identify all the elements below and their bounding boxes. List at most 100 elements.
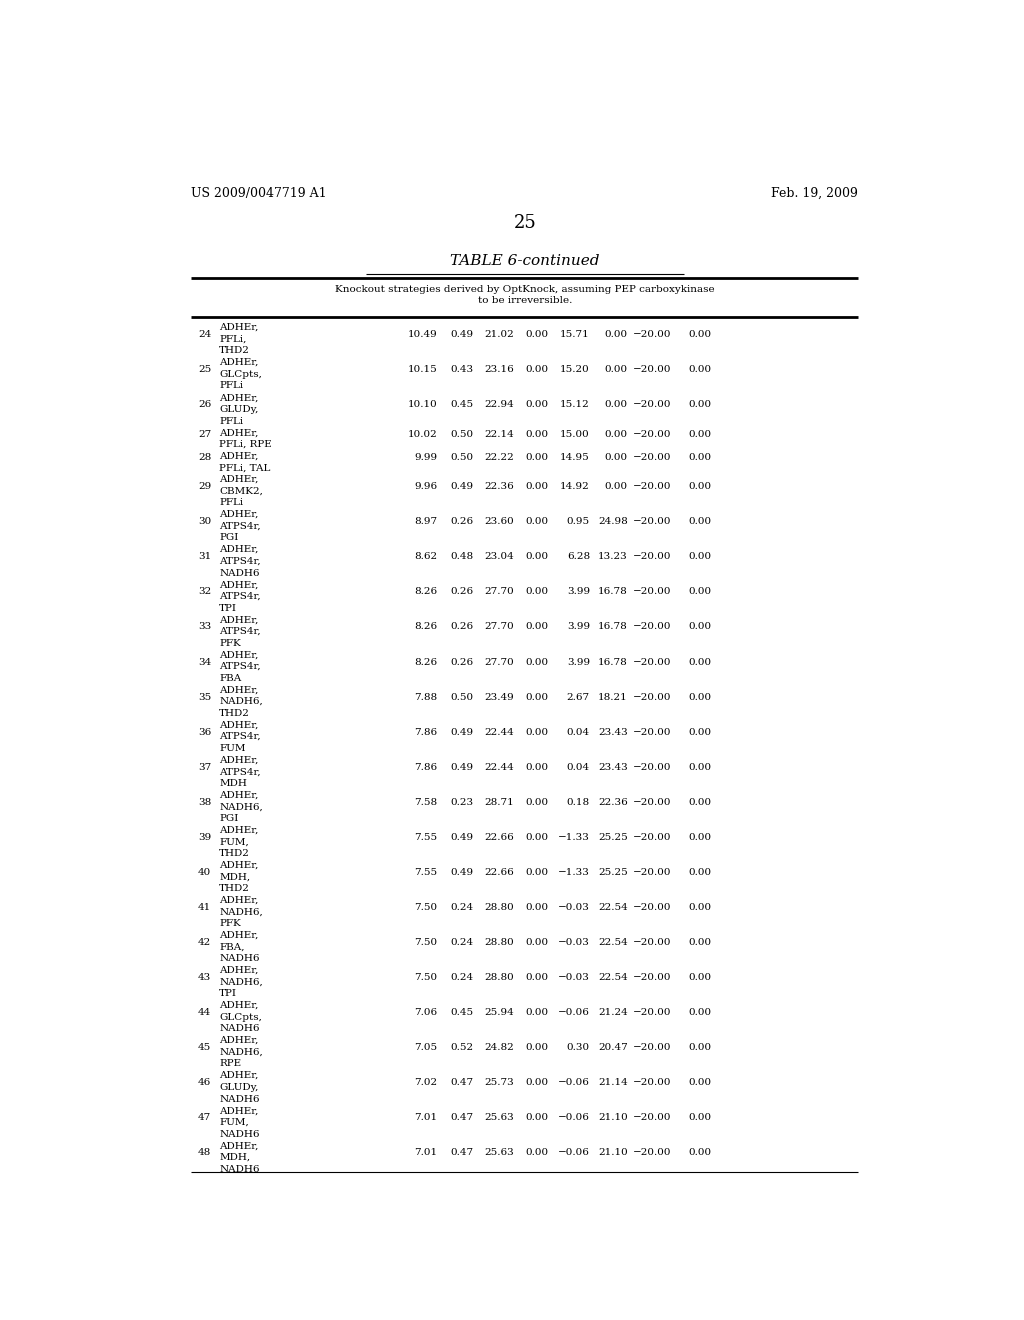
Text: 21.14: 21.14	[598, 1078, 628, 1088]
Text: 25.63: 25.63	[484, 1148, 514, 1158]
Text: ADHEr,: ADHEr,	[219, 861, 259, 870]
Text: ADHEr,: ADHEr,	[219, 451, 259, 461]
Text: 0.00: 0.00	[688, 833, 712, 842]
Text: 14.95: 14.95	[560, 453, 590, 462]
Text: 36: 36	[198, 727, 211, 737]
Text: −20.00: −20.00	[633, 1148, 672, 1158]
Text: 0.00: 0.00	[688, 727, 712, 737]
Text: 0.49: 0.49	[451, 330, 473, 339]
Text: PFLi: PFLi	[219, 499, 244, 507]
Text: 37: 37	[198, 763, 211, 772]
Text: ADHEr,: ADHEr,	[219, 323, 259, 333]
Text: 3.99: 3.99	[566, 657, 590, 667]
Text: −20.00: −20.00	[633, 366, 672, 375]
Text: 0.00: 0.00	[688, 1078, 712, 1088]
Text: 45: 45	[198, 1043, 211, 1052]
Text: 0.00: 0.00	[688, 693, 712, 702]
Text: 24: 24	[198, 330, 211, 339]
Text: 32: 32	[198, 587, 211, 597]
Text: TABLE 6-continued: TABLE 6-continued	[451, 253, 599, 268]
Text: ADHEr,: ADHEr,	[219, 428, 259, 437]
Text: −0.06: −0.06	[558, 1008, 590, 1018]
Text: 0.00: 0.00	[525, 973, 549, 982]
Text: 27.70: 27.70	[484, 587, 514, 597]
Text: 0.00: 0.00	[688, 1008, 712, 1018]
Text: 7.88: 7.88	[415, 693, 437, 702]
Text: ADHEr,: ADHEr,	[219, 755, 259, 764]
Text: 0.00: 0.00	[525, 400, 549, 409]
Text: 8.26: 8.26	[415, 657, 437, 667]
Text: 25.25: 25.25	[598, 869, 628, 876]
Text: PFLi: PFLi	[219, 417, 244, 425]
Text: FUM: FUM	[219, 744, 246, 752]
Text: −20.00: −20.00	[633, 763, 672, 772]
Text: 10.02: 10.02	[408, 429, 437, 438]
Text: PFLi: PFLi	[219, 381, 244, 391]
Text: 0.00: 0.00	[688, 1043, 712, 1052]
Text: 7.86: 7.86	[415, 763, 437, 772]
Text: 0.24: 0.24	[451, 939, 473, 946]
Text: −20.00: −20.00	[633, 693, 672, 702]
Text: 0.26: 0.26	[451, 623, 473, 631]
Text: 0.00: 0.00	[525, 939, 549, 946]
Text: FBA,: FBA,	[219, 942, 245, 952]
Text: 0.00: 0.00	[688, 587, 712, 597]
Text: ADHEr,: ADHEr,	[219, 1071, 259, 1080]
Text: 14.92: 14.92	[560, 482, 590, 491]
Text: 0.49: 0.49	[451, 727, 473, 737]
Text: −20.00: −20.00	[633, 482, 672, 491]
Text: 0.00: 0.00	[525, 657, 549, 667]
Text: ADHEr,: ADHEr,	[219, 685, 259, 694]
Text: 22.54: 22.54	[598, 939, 628, 946]
Text: MDH,: MDH,	[219, 873, 251, 882]
Text: 0.00: 0.00	[525, 330, 549, 339]
Text: 0.50: 0.50	[451, 429, 473, 438]
Text: 0.24: 0.24	[451, 973, 473, 982]
Text: 24.82: 24.82	[484, 1043, 514, 1052]
Text: −1.33: −1.33	[558, 869, 590, 876]
Text: 39: 39	[198, 833, 211, 842]
Text: 0.49: 0.49	[451, 833, 473, 842]
Text: 30: 30	[198, 517, 211, 527]
Text: ATPS4r,: ATPS4r,	[219, 733, 261, 741]
Text: 0.00: 0.00	[525, 1148, 549, 1158]
Text: NADH6,: NADH6,	[219, 907, 263, 916]
Text: −20.00: −20.00	[633, 1008, 672, 1018]
Text: ATPS4r,: ATPS4r,	[219, 767, 261, 776]
Text: 28.80: 28.80	[484, 939, 514, 946]
Text: −20.00: −20.00	[633, 657, 672, 667]
Text: 0.00: 0.00	[525, 1078, 549, 1088]
Text: 25.73: 25.73	[484, 1078, 514, 1088]
Text: THD2: THD2	[219, 884, 250, 894]
Text: 26: 26	[198, 400, 211, 409]
Text: 23.16: 23.16	[484, 366, 514, 375]
Text: 7.01: 7.01	[415, 1148, 437, 1158]
Text: 10.49: 10.49	[408, 330, 437, 339]
Text: 7.58: 7.58	[415, 797, 437, 807]
Text: 0.00: 0.00	[525, 1113, 549, 1122]
Text: 47: 47	[198, 1113, 211, 1122]
Text: ADHEr,: ADHEr,	[219, 358, 259, 367]
Text: PFK: PFK	[219, 639, 241, 648]
Text: GLUDy,: GLUDy,	[219, 405, 259, 414]
Text: 8.62: 8.62	[415, 552, 437, 561]
Text: GLUDy,: GLUDy,	[219, 1082, 259, 1092]
Text: 34: 34	[198, 657, 211, 667]
Text: 0.00: 0.00	[605, 330, 628, 339]
Text: 28: 28	[198, 453, 211, 462]
Text: 0.00: 0.00	[525, 453, 549, 462]
Text: ATPS4r,: ATPS4r,	[219, 663, 261, 671]
Text: 25.25: 25.25	[598, 833, 628, 842]
Text: PGI: PGI	[219, 814, 239, 822]
Text: 0.00: 0.00	[688, 482, 712, 491]
Text: 0.00: 0.00	[525, 693, 549, 702]
Text: 9.99: 9.99	[415, 453, 437, 462]
Text: −0.03: −0.03	[558, 973, 590, 982]
Text: 0.18: 0.18	[566, 797, 590, 807]
Text: −0.06: −0.06	[558, 1078, 590, 1088]
Text: 0.49: 0.49	[451, 482, 473, 491]
Text: 0.30: 0.30	[566, 1043, 590, 1052]
Text: 0.00: 0.00	[525, 869, 549, 876]
Text: 22.54: 22.54	[598, 903, 628, 912]
Text: 3.99: 3.99	[566, 587, 590, 597]
